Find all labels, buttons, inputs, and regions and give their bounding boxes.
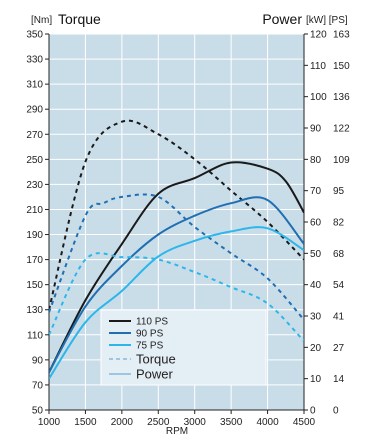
- legend-label: 110 PS: [136, 317, 168, 328]
- torque-tick-label: 190: [26, 230, 43, 241]
- power-ps-tick-label: 0: [333, 406, 339, 417]
- legend-box: [100, 309, 267, 386]
- power-ps-tick-label: 54: [333, 280, 345, 291]
- power-ps-tick-label: 122: [333, 124, 350, 135]
- torque-tick-label: 330: [26, 55, 43, 66]
- power-line-90-ps: [49, 196, 304, 373]
- legend-label: 75 PS: [136, 341, 164, 352]
- power-ps-tick-label: 95: [333, 186, 345, 197]
- x-axis-label: RPM: [166, 426, 188, 436]
- power-units-label: [kW] [PS]: [306, 15, 348, 26]
- torque-tick-label: 90: [32, 355, 44, 366]
- torque-tick-label: 270: [26, 130, 43, 141]
- torque-tick-label: 350: [26, 30, 43, 41]
- power-ps-tick-label: 68: [333, 249, 345, 260]
- torque-tick-label: 290: [26, 105, 43, 116]
- torque-tick-label: 150: [26, 280, 43, 291]
- torque-tick-label: 310: [26, 80, 43, 91]
- power-ps-tick-label: 163: [333, 30, 350, 41]
- legend-label: Torque: [136, 352, 176, 367]
- power-kw-tick-label: 120: [310, 30, 327, 41]
- torque-tick-label: 250: [26, 155, 43, 166]
- power-ps-tick-label: 41: [333, 312, 345, 323]
- x-tick-label: 3000: [184, 417, 207, 428]
- power-ps-tick-label: 150: [333, 61, 350, 72]
- x-tick-label: 1000: [38, 417, 61, 428]
- plot-area: 5070901101301501701902102302502702903103…: [26, 30, 350, 429]
- x-tick-label: 4500: [293, 417, 316, 428]
- torque-line-75-ps: [49, 252, 304, 342]
- x-tick-label: 2500: [147, 417, 170, 428]
- power-kw-tick-label: 60: [310, 218, 322, 229]
- torque-tick-label: 230: [26, 180, 43, 191]
- torque-tick-label: 130: [26, 305, 43, 316]
- legend-label: 90 PS: [136, 329, 164, 340]
- power-kw-tick-label: 30: [310, 312, 322, 323]
- torque-line-90-ps: [49, 193, 304, 321]
- torque-tick-label: 50: [32, 406, 44, 417]
- torque-tick-label: 110: [27, 330, 43, 341]
- power-kw-tick-label: 80: [310, 155, 322, 166]
- power-ps-tick-label: 136: [333, 92, 350, 103]
- power-ps-tick-label: 27: [333, 343, 345, 354]
- torque-line-110-ps: [49, 119, 304, 310]
- power-ps-tick-label: 82: [333, 218, 345, 229]
- torque-tick-label: 210: [26, 205, 43, 216]
- torque-tick-label: 70: [32, 380, 44, 391]
- torque-unit-label: [Nm]: [31, 15, 52, 26]
- x-tick-label: 3500: [220, 417, 243, 428]
- power-line-110-ps: [49, 161, 304, 373]
- x-tick-label: 1500: [74, 417, 97, 428]
- power-kw-tick-label: 50: [310, 249, 322, 260]
- power-kw-tick-label: 110: [310, 61, 326, 72]
- power-kw-tick-label: 40: [310, 280, 322, 291]
- power-title: Power: [262, 11, 302, 27]
- x-tick-label: 2000: [111, 417, 134, 428]
- power-ps-tick-label: 14: [333, 374, 345, 385]
- power-kw-tick-label: 10: [310, 374, 322, 385]
- power-kw-tick-label: 100: [310, 92, 327, 103]
- power-kw-tick-label: 0: [310, 406, 316, 417]
- power-kw-tick-label: 20: [310, 343, 322, 354]
- torque-tick-label: 170: [26, 255, 43, 266]
- legend-label: Power: [136, 367, 174, 382]
- power-ps-tick-label: 109: [333, 155, 350, 166]
- power-kw-tick-label: 70: [310, 186, 322, 197]
- power-line-75-ps: [49, 226, 304, 380]
- power-kw-tick-label: 90: [310, 124, 322, 135]
- x-tick-label: 4000: [256, 417, 279, 428]
- torque-title: Torque: [58, 11, 101, 27]
